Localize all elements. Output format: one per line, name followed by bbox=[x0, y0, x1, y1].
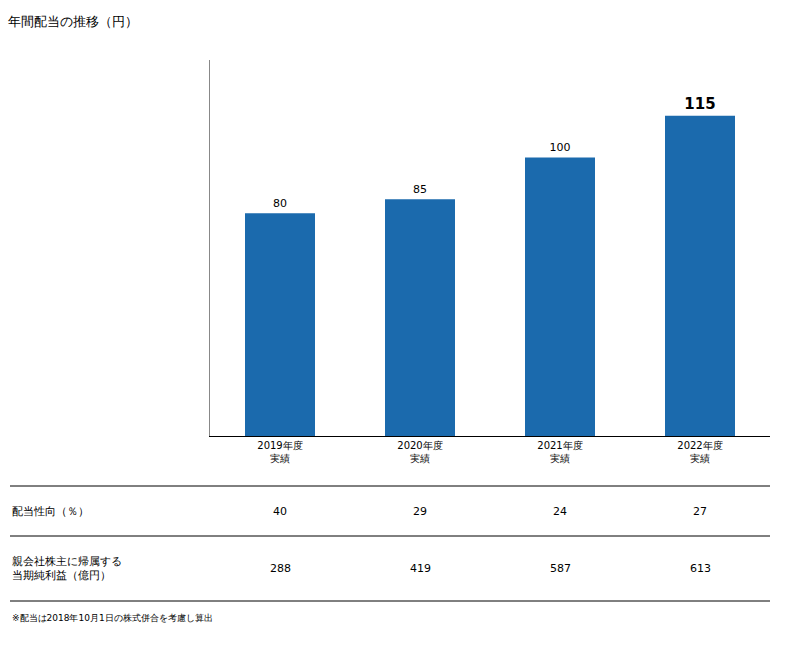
svg-text:2021年度実績: 2021年度実績 bbox=[537, 440, 582, 464]
svg-text:587: 587 bbox=[550, 562, 571, 575]
svg-text:配当性向（％）: 配当性向（％） bbox=[12, 505, 89, 518]
svg-text:115: 115 bbox=[684, 95, 715, 113]
svg-text:27: 27 bbox=[693, 505, 707, 518]
svg-text:85: 85 bbox=[413, 183, 427, 196]
svg-text:2020年度実績: 2020年度実績 bbox=[397, 440, 442, 464]
svg-text:419: 419 bbox=[410, 562, 431, 575]
svg-text:80: 80 bbox=[273, 197, 287, 210]
svg-text:100: 100 bbox=[550, 141, 571, 154]
svg-text:288: 288 bbox=[270, 562, 291, 575]
svg-text:40: 40 bbox=[273, 505, 287, 518]
svg-text:親会社株主に帰属する当期純利益（億円）: 親会社株主に帰属する当期純利益（億円） bbox=[12, 555, 122, 582]
svg-text:※配当は2018年10月1日の株式併合を考慮し算出: ※配当は2018年10月1日の株式併合を考慮し算出 bbox=[12, 613, 213, 623]
svg-text:24: 24 bbox=[553, 505, 567, 518]
svg-text:2019年度実績: 2019年度実績 bbox=[257, 440, 302, 464]
svg-text:2022年度実績: 2022年度実績 bbox=[677, 440, 722, 464]
svg-text:613: 613 bbox=[690, 562, 711, 575]
svg-text:29: 29 bbox=[413, 505, 427, 518]
svg-text:年間配当の推移（円）: 年間配当の推移（円） bbox=[8, 14, 138, 29]
